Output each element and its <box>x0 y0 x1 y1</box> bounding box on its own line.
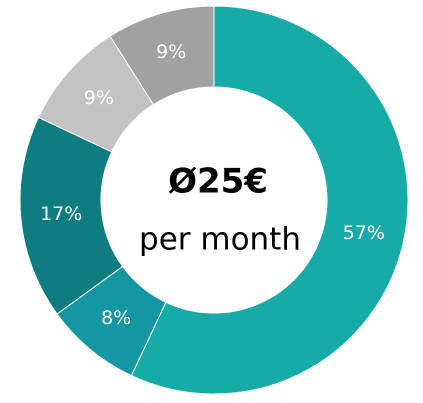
slice-label: 9% <box>156 41 186 63</box>
center-caption: per month <box>139 222 301 258</box>
slice <box>109 5 215 106</box>
slice <box>130 5 409 395</box>
slice-label: 57% <box>343 222 385 244</box>
center-value: Ø25€ <box>168 162 268 202</box>
slice-label: 8% <box>101 307 131 329</box>
slice-label: 9% <box>84 87 114 109</box>
slice-label: 17% <box>40 203 82 225</box>
